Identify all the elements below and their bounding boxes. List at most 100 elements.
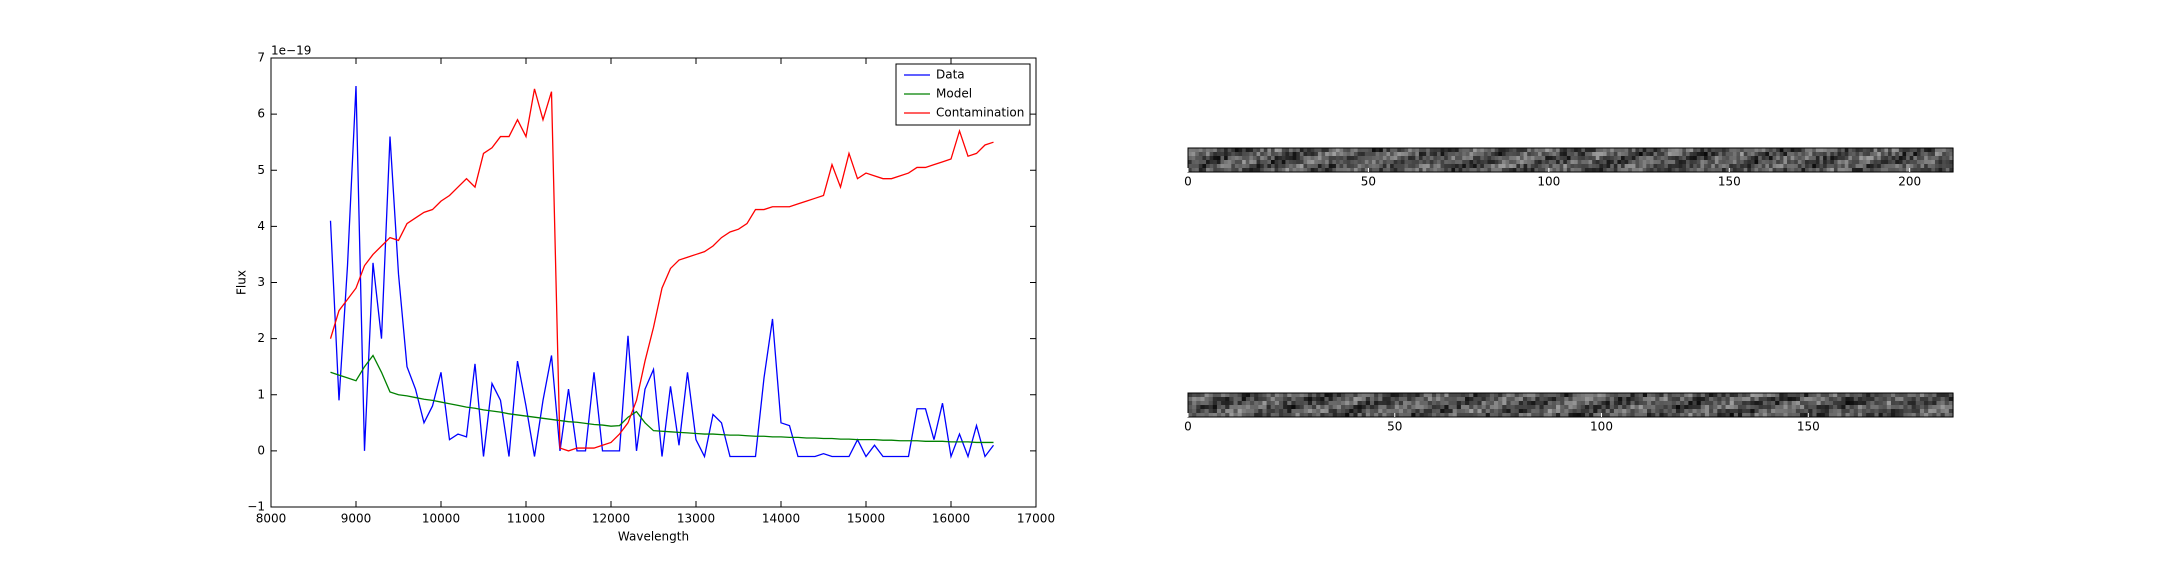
pixel xyxy=(1815,168,1821,173)
pixel xyxy=(1808,168,1813,173)
pixel xyxy=(1263,168,1268,173)
pixel xyxy=(1403,413,1408,418)
pixel xyxy=(1642,393,1648,398)
pixel xyxy=(1655,393,1661,398)
pixel xyxy=(1400,152,1406,157)
pixel xyxy=(1733,413,1739,418)
pixel xyxy=(1195,160,1200,165)
pixel xyxy=(1660,148,1665,153)
pixel xyxy=(1353,152,1359,157)
pixel xyxy=(1833,156,1839,161)
pixel xyxy=(1473,152,1478,157)
pixel xyxy=(1469,156,1474,161)
pixel xyxy=(1584,148,1590,153)
pixel xyxy=(1444,164,1449,169)
pixel xyxy=(1819,148,1824,153)
pixel xyxy=(1382,401,1388,406)
pixel xyxy=(1188,152,1193,157)
pixel xyxy=(1845,409,1851,414)
pixel xyxy=(1431,401,1437,406)
pixel xyxy=(1307,148,1312,153)
pixel xyxy=(1274,393,1280,398)
pixel xyxy=(1440,397,1445,402)
pixel xyxy=(1816,409,1822,414)
pixel xyxy=(1278,397,1284,402)
pixel xyxy=(1349,401,1355,406)
pixel xyxy=(1942,160,1947,165)
pixel xyxy=(1314,148,1319,153)
pixel xyxy=(1436,413,1441,418)
pixel xyxy=(1651,409,1656,414)
pixel xyxy=(1535,405,1541,410)
pixel xyxy=(1270,413,1276,418)
pixel xyxy=(1828,393,1834,398)
pixel xyxy=(1350,148,1355,153)
pixel xyxy=(1566,164,1572,169)
pixel xyxy=(1746,409,1751,414)
pixel xyxy=(1870,152,1875,157)
pixel xyxy=(1797,168,1803,173)
pixel xyxy=(1830,152,1835,157)
pixel xyxy=(1630,393,1636,398)
pixel xyxy=(1617,168,1622,173)
pixel xyxy=(1693,148,1698,153)
pixel xyxy=(1299,393,1305,398)
pixel xyxy=(1862,152,1867,157)
pixel xyxy=(1229,401,1235,406)
pixel xyxy=(1775,413,1780,418)
pixel xyxy=(1509,168,1514,173)
pixel xyxy=(1415,160,1420,165)
pixel xyxy=(1609,413,1615,418)
pixel xyxy=(1609,409,1615,414)
pixel xyxy=(1494,160,1499,165)
pixel xyxy=(1696,413,1702,418)
pixel xyxy=(1911,409,1917,414)
pixel xyxy=(1717,405,1723,410)
pixel xyxy=(1519,168,1525,173)
x-tick-label: 9000 xyxy=(341,512,372,526)
pixel xyxy=(1906,156,1911,161)
pixel xyxy=(1613,393,1619,398)
pixel xyxy=(1725,401,1731,406)
pixel xyxy=(1527,393,1532,398)
pixel xyxy=(1576,413,1582,418)
pixel xyxy=(1531,401,1536,406)
pixel xyxy=(1902,148,1907,153)
pixel xyxy=(1877,160,1882,165)
pixel xyxy=(1452,397,1458,402)
pixel xyxy=(1292,156,1297,161)
pixel xyxy=(1855,148,1860,153)
pixel xyxy=(1494,401,1499,406)
pixel xyxy=(1833,413,1838,418)
pixel xyxy=(1287,409,1292,414)
pixel xyxy=(1830,148,1835,153)
pixel xyxy=(1407,397,1412,402)
pixel xyxy=(1783,156,1788,161)
pixel xyxy=(1870,405,1876,410)
pixel xyxy=(1882,397,1888,402)
pixel xyxy=(1779,168,1784,173)
pixel xyxy=(1431,409,1437,414)
pixel xyxy=(1848,156,1853,161)
pixel xyxy=(1740,164,1745,169)
pixel xyxy=(1254,405,1259,410)
pixel xyxy=(1564,397,1570,402)
pixel xyxy=(1448,409,1454,414)
pixel xyxy=(1518,397,1524,402)
pixel xyxy=(1646,156,1651,161)
pixel xyxy=(1196,405,1202,410)
pixel xyxy=(1274,164,1279,169)
pixel xyxy=(1949,148,1954,153)
pixel xyxy=(1382,148,1388,153)
pixel xyxy=(1692,393,1698,398)
pixel xyxy=(1916,148,1922,153)
pixel xyxy=(1534,160,1539,165)
pixel xyxy=(1310,148,1315,153)
pixel xyxy=(1572,409,1578,414)
pixel xyxy=(1233,409,1239,414)
pixel xyxy=(1527,168,1532,173)
pixel xyxy=(1700,164,1705,169)
pixel xyxy=(1372,156,1377,161)
pixel xyxy=(1292,152,1297,157)
pixel xyxy=(1343,168,1348,173)
